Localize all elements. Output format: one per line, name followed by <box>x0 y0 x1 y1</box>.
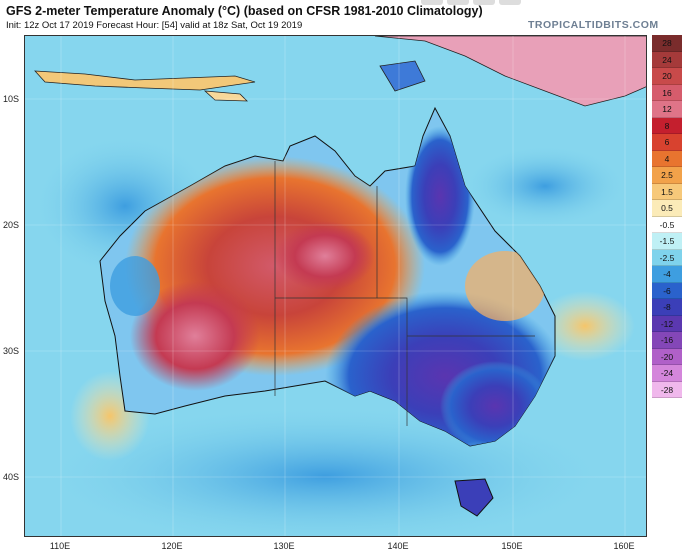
colorbar-label: 12 <box>662 104 672 114</box>
graticule <box>25 36 646 536</box>
colorbar-cell: 0.5 <box>652 200 682 217</box>
new-guinea-cold-patch <box>379 60 426 92</box>
colorbar-cell: -6 <box>652 282 682 299</box>
lat-label-10s: 10S <box>3 94 20 104</box>
colorbar-label: 24 <box>662 54 672 65</box>
lon-label-160e: 160E <box>613 541 635 551</box>
colorbar-label: 20 <box>662 71 672 81</box>
colorbar-label: -20 <box>660 351 674 362</box>
lat-label-30s: 30S <box>3 346 20 356</box>
colorbar-cell: -20 <box>652 348 682 365</box>
colorbar-cell: 16 <box>652 84 682 101</box>
anomaly-map-canvas <box>25 36 646 536</box>
colorbar-label: -6 <box>663 285 671 296</box>
lon-label-140e: 140E <box>387 541 409 551</box>
colorbar-cell: 8 <box>652 117 682 134</box>
colorbar-cell: -28 <box>652 381 682 398</box>
colorbar-label: -16 <box>660 335 674 345</box>
toolbar-button-4[interactable] <box>499 0 521 5</box>
nusa-tenggara-islands <box>34 70 256 91</box>
colorbar-label: 16 <box>662 87 672 98</box>
new-guinea <box>374 36 646 107</box>
colorbar-cell: -8 <box>652 299 682 316</box>
colorbar-cell: -2.5 <box>652 249 682 266</box>
west-hot-core <box>130 281 260 391</box>
colorbar-label: 0.5 <box>661 203 673 213</box>
anomaly-map[interactable] <box>24 35 647 537</box>
lat-label-40s: 40S <box>3 472 20 482</box>
colorbar-cell: 4 <box>652 150 682 167</box>
west-coast-cool-patch <box>110 256 160 316</box>
timor-island <box>203 90 248 102</box>
sa-qld-border <box>377 297 408 426</box>
colorbar-cell: 12 <box>652 101 682 118</box>
colorbar-cell: 1.5 <box>652 183 682 200</box>
lon-label-110e: 110E <box>49 541 71 551</box>
colorbar-label: -12 <box>660 318 674 329</box>
colorbar-cell: 2.5 <box>652 167 682 184</box>
colorbar-cell: -1.5 <box>652 233 682 250</box>
colorbar-cell: -16 <box>652 332 682 349</box>
queensland-cold-strip <box>405 126 475 266</box>
tasmania <box>454 478 494 517</box>
colorbar-cell: -4 <box>652 266 682 283</box>
colorbar-label: 8 <box>664 120 670 131</box>
brand-watermark[interactable]: TROPICALTIDBITS.COM <box>528 19 659 31</box>
colorbar-cell: 6 <box>652 134 682 151</box>
colorbar-label: 4 <box>664 153 670 164</box>
colorbar-label: -0.5 <box>659 219 675 230</box>
central-hot-core <box>275 221 375 291</box>
lon-label-150e: 150E <box>501 541 523 551</box>
colorbar-label: -1.5 <box>659 236 675 246</box>
colorbar-cell: 20 <box>652 68 682 85</box>
colorbar-label: -8 <box>663 302 671 312</box>
lon-label-120e: 120E <box>161 541 183 551</box>
toolbar-button-2[interactable] <box>447 0 469 5</box>
lon-label-130e: 130E <box>273 541 295 551</box>
colorbar-legend: 28 24 20 16 12 8 6 4 2.5 1.5 0.5 -0.5 -1.5 -2.5 -4 -6 -8… <box>652 35 682 398</box>
colorbar-label: 1.5 <box>661 186 673 197</box>
toolbar-button-1[interactable] <box>421 0 443 5</box>
colorbar-label: 6 <box>664 137 670 147</box>
colorbar-label: -2.5 <box>659 252 675 263</box>
east-coast-warm-patch <box>465 251 545 321</box>
tasman-sea-warm-anomaly <box>535 291 635 361</box>
toolbar-button-3[interactable] <box>473 0 495 5</box>
colorbar-label: -24 <box>660 368 674 378</box>
colorbar-cell: -0.5 <box>652 216 682 233</box>
map-subtitle: Init: 12z Oct 17 2019 Forecast Hour: [54… <box>6 20 303 31</box>
colorbar-cell: -24 <box>652 365 682 382</box>
colorbar-label: -28 <box>660 384 674 395</box>
colorbar-label: -4 <box>663 269 671 279</box>
colorbar-label: 28 <box>662 38 672 48</box>
coral-sea-cool-anomaly <box>465 146 625 226</box>
colorbar-cell: 28 <box>652 35 682 52</box>
colorbar-label: 2.5 <box>661 170 673 180</box>
colorbar-cell: 24 <box>652 51 682 68</box>
lat-label-20s: 20S <box>3 220 20 230</box>
colorbar-cell: -12 <box>652 315 682 332</box>
map-title: GFS 2-meter Temperature Anomaly (°C) (ba… <box>6 4 483 18</box>
